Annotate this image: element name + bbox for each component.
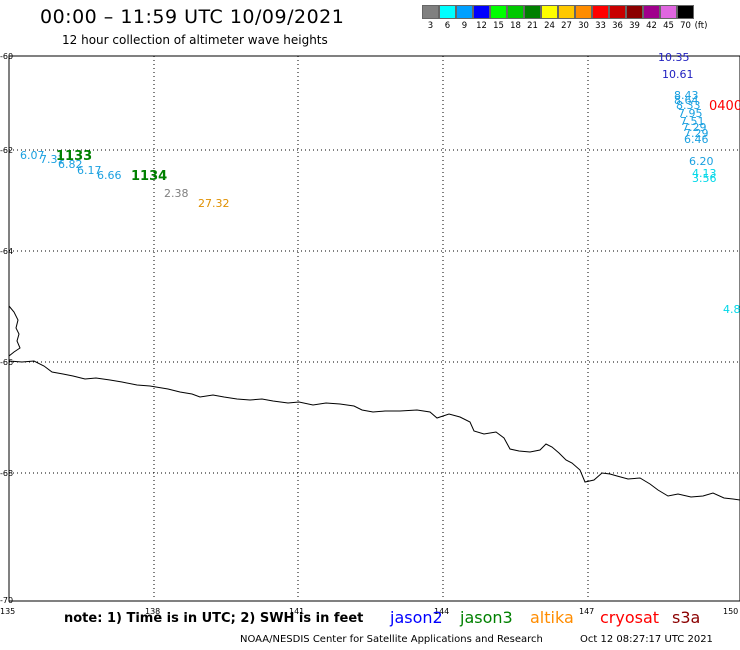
wave-height-label: 7.29 (684, 127, 709, 140)
scale-label-45: 45 (663, 21, 674, 31)
scale-swatch-24 (541, 5, 558, 19)
page-title: 00:00 – 11:59 UTC 10/09/2021 (40, 6, 345, 28)
color-scale (422, 5, 694, 19)
scale-label-33: 33 (595, 21, 606, 31)
scale-label-36: 36 (612, 21, 623, 31)
wave-height-label: 4.13 (692, 167, 717, 180)
units-note: note: 1) Time is in UTC; 2) SWH is in fe… (64, 611, 364, 626)
wave-height-label: 3.56 (692, 172, 717, 185)
scale-unit: (ft) (694, 21, 708, 31)
satellite-jason3: jason3 (460, 608, 513, 627)
wave-height-label: 2.38 (164, 187, 189, 200)
longitude-label: 144 (434, 607, 449, 616)
wave-height-label: 8.43 (674, 89, 699, 102)
scale-label-30: 30 (578, 21, 589, 31)
scale-label-21: 21 (527, 21, 538, 31)
wave-height-label: 7.95 (678, 107, 703, 120)
wave-height-label: 10.35 (658, 51, 690, 64)
wave-height-label: 7.29 (682, 121, 707, 134)
wave-height-label: 7.31 (40, 153, 65, 166)
latitude-label: -60 (0, 52, 13, 61)
scale-swatch-33 (592, 5, 609, 19)
satellite-altika: altika (530, 608, 574, 627)
longitude-label: 150 (723, 607, 738, 616)
wave-height-label: 6.66 (97, 169, 122, 182)
scale-swatch-9 (456, 5, 473, 19)
longitude-label: 147 (579, 607, 594, 616)
scale-swatch-42 (643, 5, 660, 19)
wave-observations: 10.3510.618.438.648.337.957.517.297.296.… (20, 51, 740, 316)
latitude-label: -70 (0, 596, 13, 605)
scale-label-42: 42 (646, 21, 657, 31)
wave-height-label: 6.07 (20, 149, 45, 162)
wave-height-label: 7.51 (680, 115, 705, 128)
scale-swatch-70 (677, 5, 694, 19)
wave-height-label: 6.46 (684, 133, 709, 146)
wave-height-label: 6.20 (689, 155, 714, 168)
latitude-label: -62 (0, 146, 13, 155)
generated-timestamp: Oct 12 08:27:17 UTC 2021 (580, 634, 713, 645)
page-subtitle: 12 hour collection of altimeter wave hei… (62, 33, 328, 47)
wave-height-label: 4.8 (723, 303, 740, 316)
scale-swatch-27 (558, 5, 575, 19)
scale-swatch-12 (473, 5, 490, 19)
scale-swatch-30 (575, 5, 592, 19)
scale-label-9: 9 (461, 21, 468, 31)
wave-height-label: 6.17 (77, 164, 102, 177)
scale-swatch-6 (439, 5, 456, 19)
wave-height-label: 8.64 (674, 94, 699, 107)
scale-label-3: 3 (427, 21, 434, 31)
scale-label-39: 39 (629, 21, 640, 31)
wave-height-label: 6.82 (58, 158, 83, 171)
scale-label-6: 6 (444, 21, 451, 31)
scale-swatch-15 (490, 5, 507, 19)
coastline (8, 305, 740, 501)
axis-labels: -60 -62 -64 -66 -68 -70 135 138 141 144 147 150 (0, 52, 738, 616)
scale-swatch-3 (422, 5, 439, 19)
wave-height-label: 10.61 (662, 68, 694, 81)
wave-height-label: 0400 (709, 99, 740, 114)
scale-label-27: 27 (561, 21, 572, 31)
latitude-label: -64 (0, 247, 13, 256)
scale-label-70: 70 (680, 21, 691, 31)
wave-height-label: 8.33 (676, 99, 701, 112)
wave-height-label: 27.32 (198, 197, 230, 210)
scale-label-18: 18 (510, 21, 521, 31)
scale-swatch-45 (660, 5, 677, 19)
latitude-label: -66 (0, 358, 13, 367)
map-frame (8, 55, 740, 602)
scale-swatch-36 (609, 5, 626, 19)
wave-height-label: 1134 (131, 169, 167, 184)
satellite-jason2: jason2 (390, 608, 443, 627)
satellite-cryosat: cryosat (600, 608, 660, 627)
scale-label-15: 15 (493, 21, 504, 31)
scale-swatch-39 (626, 5, 643, 19)
satellite-s3a: s3a (672, 608, 701, 627)
longitude-label: 135 (0, 607, 15, 616)
scale-swatch-18 (507, 5, 524, 19)
longitude-label: 138 (145, 607, 160, 616)
scale-label-12: 12 (476, 21, 487, 31)
scale-swatch-21 (524, 5, 541, 19)
longitude-label: 141 (289, 607, 304, 616)
latitude-label: -68 (0, 469, 13, 478)
graticule (9, 56, 740, 600)
credit-line: NOAA/NESDIS Center for Satellite Applica… (240, 634, 543, 645)
wave-height-label: 1133 (56, 149, 92, 164)
scale-label-24: 24 (544, 21, 555, 31)
